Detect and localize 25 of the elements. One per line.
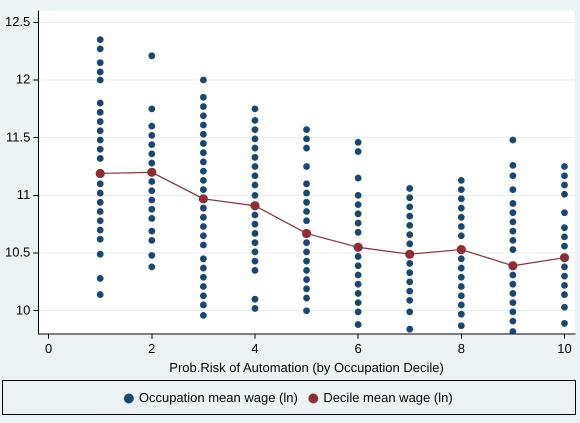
legend-label: Occupation mean wage (ln) [138, 390, 298, 406]
y-tick-label: 11.5 [6, 129, 30, 144]
y-tick-label: 10.5 [4, 244, 30, 260]
point [250, 201, 260, 210]
x-tick-label: 0 [45, 341, 52, 356]
x-tick-label: 8 [458, 341, 465, 356]
x-axis-title: Prob.Risk of Automation (by Occupation Decile) [169, 360, 444, 375]
point [96, 168, 105, 178]
x-tick-label: 2 [148, 341, 156, 356]
point [456, 244, 466, 254]
point [508, 261, 518, 270]
x-tick-label: 4 [251, 341, 259, 356]
point [198, 194, 208, 204]
y-tick-label: 12 [16, 72, 30, 87]
point [405, 250, 414, 259]
y-tick-label: 12.5 [4, 14, 30, 29]
point [147, 168, 156, 177]
x-tick-label: 10 [557, 341, 572, 356]
x-tick-label: 6 [354, 341, 362, 356]
y-tick-label: 10 [16, 302, 30, 318]
point [354, 242, 363, 252]
y-tick-label: 11 [16, 186, 30, 202]
point [560, 253, 570, 262]
legend-label: Decile mean wage (ln) [323, 390, 453, 406]
point [302, 228, 312, 238]
